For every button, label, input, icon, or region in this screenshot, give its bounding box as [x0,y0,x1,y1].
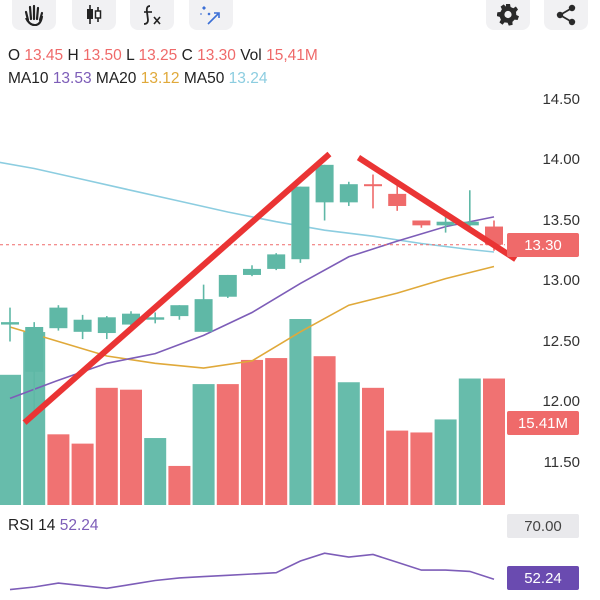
volume-bar [289,319,312,505]
ma50-value: 13.24 [228,70,268,87]
high-label: H [67,47,79,64]
ma20-line [9,265,495,369]
settings-button[interactable] [486,0,530,30]
candlestick-icon [87,5,102,24]
hand-icon [24,4,44,26]
rsi-level-tag: 70.00 [507,514,579,538]
hand-tool-button[interactable] [12,0,56,30]
ma10-label: MA10 [8,70,49,87]
candle-body [1,322,19,325]
volume-bar [0,374,21,505]
rsi-line [9,552,495,591]
rsi-value: 52.24 [59,517,99,534]
trendline-2 [356,155,518,262]
share-icon [556,4,576,26]
volume-bar [483,378,505,505]
candle-body [339,184,358,203]
ma20-value: 13.12 [140,70,180,87]
volume-bar [337,382,360,505]
ma20-label: MA20 [95,70,137,87]
candle-body [460,221,479,226]
volume-bar [362,387,384,505]
price-axis-tick: 13.00 [542,272,580,289]
volume-bar [47,434,70,505]
last-price-tag: 13.30 [507,233,579,257]
magic-wand-icon [200,6,220,25]
candle-body [412,220,431,226]
candlestick-tool-button[interactable] [72,0,116,30]
candle-body [267,254,286,269]
high-value: 13.50 [83,47,122,64]
volume-bar [71,443,94,505]
candle-body [97,317,116,334]
volume-bar [192,384,215,505]
open-value: 13.45 [24,47,64,64]
candle-body [25,326,44,372]
volume-bar [241,359,263,505]
ma10-line [9,216,495,400]
price-chart[interactable] [0,80,600,600]
candle-body [194,299,213,332]
candle-body [218,274,237,297]
low-label: L [126,47,135,64]
trendline-1 [22,151,332,425]
volume-bar [95,387,118,505]
indicator-fx-icon [143,5,161,25]
candle-body [170,305,189,317]
volume-bar [120,389,142,505]
ma50-line [0,161,495,253]
volume-tag: 15.41M [507,411,579,435]
volume-bar [434,419,457,505]
close-value: 13.30 [197,47,236,64]
candle-body [436,221,455,226]
candle-body [146,317,165,320]
price-axis-tick: 12.50 [542,332,580,350]
volume-bar [168,465,191,505]
price-axis-tick: 12.00 [542,393,580,410]
indicator-tool-button[interactable] [130,0,174,30]
candle-body [388,193,407,206]
price-axis-tick: 13.50 [542,211,580,229]
candle-body [49,307,68,329]
ohlc-legend: O 13.45 H 13.50 L 13.25 C 13.30 Vol 15,4… [8,47,318,65]
candle-body [243,268,261,275]
candle-body [315,164,334,203]
volume-bar [386,430,409,505]
ma-legend: MA10 13.53 MA20 13.12 MA50 13.24 [8,70,267,88]
volume-bar [23,332,46,505]
close-label: C [181,47,193,64]
volume-value: 15,41M [266,47,318,64]
rsi-name: RSI 14 [8,517,56,534]
price-axis-tick: 11.50 [543,453,580,471]
price-axis-tick: 14.50 [542,90,580,108]
price-axis-tick: 14.00 [542,151,580,168]
ma50-label: MA50 [183,70,225,87]
gear-icon [497,4,519,26]
candle-body [364,184,382,187]
candle-body [122,313,140,325]
rsi-value-tag: 52.24 [507,566,579,590]
volume-bar [458,378,481,505]
low-value: 13.25 [138,47,178,64]
candle-body [291,186,310,260]
toolbar [0,0,600,34]
open-label: O [8,47,21,64]
candle-body [73,319,92,332]
share-button[interactable] [544,0,588,30]
volume-bar [265,358,288,505]
ma10-value: 13.53 [52,70,92,87]
volume-bar [216,384,239,505]
rsi-legend: RSI 14 52.24 [8,517,99,535]
volume-label: Vol [240,47,262,64]
magic-tool-button[interactable] [189,0,233,30]
volume-bar [144,438,167,505]
volume-bar [313,356,336,505]
volume-bar [410,432,433,505]
